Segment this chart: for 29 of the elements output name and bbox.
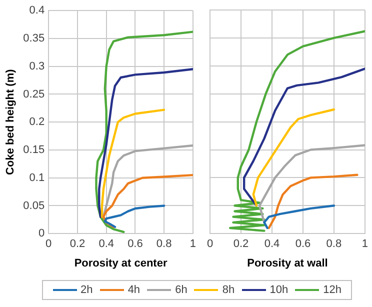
y-axis-title: Coke bed height (m) [4, 68, 17, 175]
x-tick-label: 0.8 [326, 238, 342, 250]
x-tick-label: 0.4 [264, 238, 280, 250]
y-tick-label: 0.15 [23, 144, 45, 156]
y-tick-label: 0.1 [29, 172, 45, 184]
x-axis-title: Porosity at wall [247, 257, 328, 270]
legend-label: 4h [128, 284, 140, 296]
legend-label: 10h [270, 284, 288, 296]
x-tick-label: 0.6 [128, 238, 143, 250]
y-tick-label: 0.25 [23, 88, 45, 100]
y-tick-label: 0.3 [29, 60, 45, 72]
y-tick-label: 0.05 [23, 200, 45, 212]
y-tick-label: 0.4 [29, 4, 45, 17]
x-tick-label: 1 [190, 238, 196, 250]
x-axis-title: Porosity at center [74, 257, 168, 270]
legend-label: 2h [80, 284, 93, 296]
y-tick-label: 0.2 [29, 116, 45, 128]
legend-label: 6h [175, 284, 188, 296]
x-tick-label: 0.8 [156, 238, 172, 250]
y-tick-label: 0.35 [23, 32, 45, 45]
x-tick-label: 0.4 [98, 238, 114, 250]
legend-label: 8h [222, 284, 235, 296]
x-tick-label: 0.6 [295, 238, 311, 250]
x-tick-label: 0.2 [233, 238, 249, 250]
legend-label: 12h [323, 284, 342, 296]
y-tick-label: 0 [38, 228, 45, 240]
x-tick-label: 0 [206, 238, 214, 250]
x-tick-label: 1 [362, 238, 368, 250]
x-tick-label: 0.2 [70, 238, 86, 250]
